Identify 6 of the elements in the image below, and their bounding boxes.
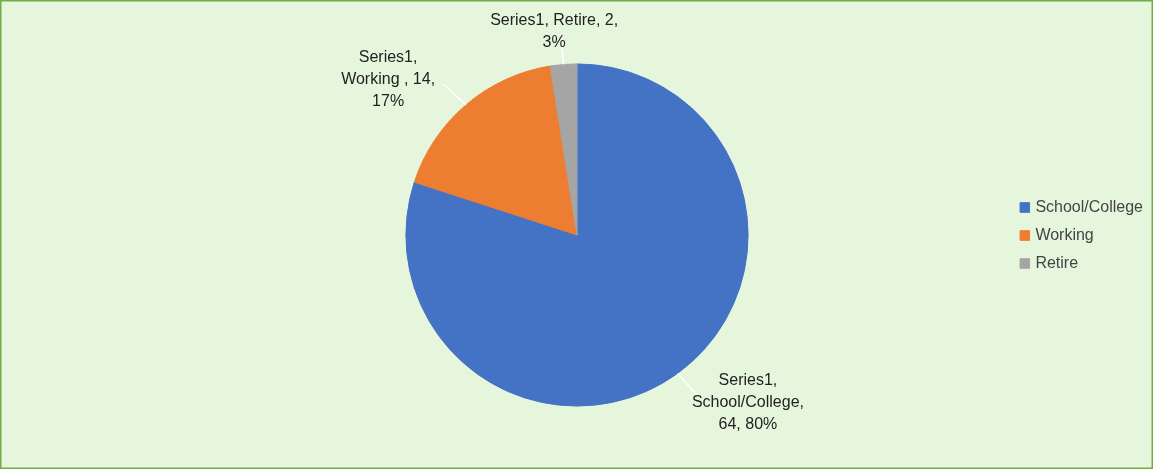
legend-label: Working bbox=[1035, 225, 1094, 244]
data-label: Series1, Working , 14, 17% bbox=[341, 48, 436, 110]
legend-label: Retire bbox=[1035, 253, 1079, 272]
legend-label: School/College bbox=[1035, 197, 1143, 216]
data-label: Series1, School/College, 64, 80% bbox=[691, 370, 804, 432]
data-label: Series1, Retire, 2, 3% bbox=[490, 10, 619, 50]
